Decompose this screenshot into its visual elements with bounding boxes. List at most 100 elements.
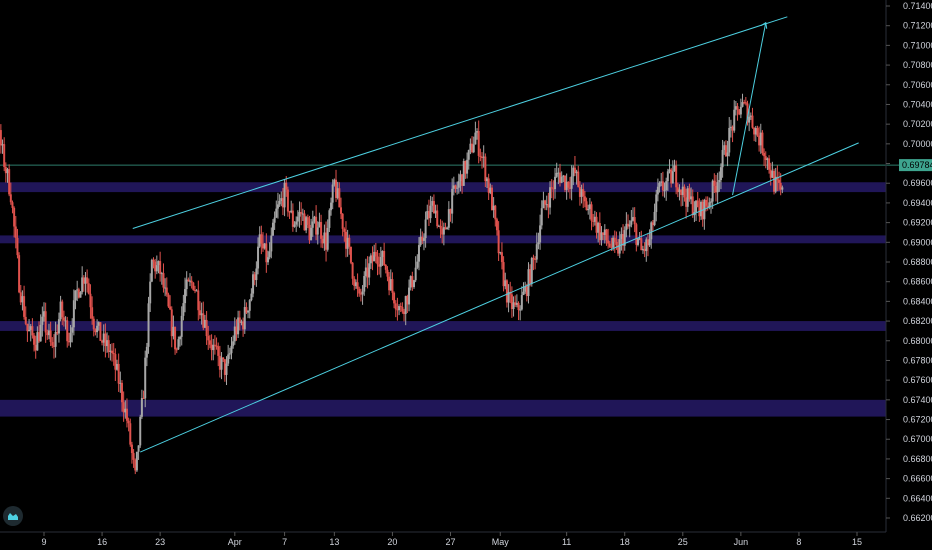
candle-body <box>439 225 442 229</box>
price-tick-label: 0.66200 <box>903 513 932 523</box>
candle-body <box>205 319 208 337</box>
candle-body <box>771 170 774 178</box>
candle-body <box>331 184 334 203</box>
candle-body <box>106 340 109 347</box>
candle-body <box>207 336 210 341</box>
candle-body <box>74 290 77 301</box>
candle-body <box>94 329 97 333</box>
candle-body <box>585 201 588 211</box>
time-tick-label: Apr <box>228 537 242 547</box>
candle-body <box>67 341 70 343</box>
candle-body <box>718 180 721 183</box>
candle-body <box>391 279 394 293</box>
candle-body <box>351 262 354 279</box>
candle-body <box>92 318 95 330</box>
time-tick-label: 16 <box>97 537 107 547</box>
candle-body <box>504 280 507 287</box>
candle-body <box>746 103 749 123</box>
candle-body <box>298 212 301 217</box>
candle-body <box>378 264 381 267</box>
projection-line[interactable] <box>732 22 767 196</box>
candle-body <box>79 292 82 298</box>
candle-body <box>544 200 547 205</box>
candle-body <box>170 309 173 337</box>
candle-body <box>673 165 676 172</box>
candle-body <box>119 382 122 384</box>
candle-body <box>444 227 447 230</box>
candle-body <box>364 267 367 277</box>
candle-body <box>490 187 493 211</box>
candle-body <box>635 224 638 245</box>
candle-body <box>778 179 781 183</box>
candle-body <box>29 326 32 330</box>
candle-body <box>524 286 527 292</box>
candle-body <box>532 258 535 260</box>
channel-lower-line[interactable] <box>140 142 859 453</box>
candle-body <box>761 132 764 154</box>
time-tick-label: 13 <box>329 537 339 547</box>
candle-body <box>741 102 744 107</box>
time-tick-label: 11 <box>562 537 571 547</box>
candle-body <box>44 311 47 333</box>
candle-body <box>242 321 245 330</box>
candle-body <box>608 243 611 247</box>
candle-body <box>162 273 165 288</box>
candle-body <box>373 251 376 262</box>
candle-body <box>66 320 69 342</box>
candle-body <box>768 158 771 170</box>
candle-body <box>320 222 323 239</box>
candle-body <box>104 333 107 347</box>
candle-body <box>417 245 420 262</box>
candle-body <box>61 301 64 318</box>
time-tick-label: 15 <box>852 537 862 547</box>
candle-body <box>371 255 374 262</box>
candle-body <box>167 294 170 307</box>
candle-body <box>620 234 623 240</box>
candle-body <box>122 402 125 413</box>
candle-body <box>457 181 460 188</box>
candle-body <box>711 180 714 202</box>
candle-body <box>270 235 273 252</box>
candle-body <box>429 205 432 219</box>
time-tick-label: 25 <box>678 537 688 547</box>
candle-body <box>714 185 717 193</box>
candle-body <box>291 210 294 227</box>
candle-body <box>18 255 21 293</box>
candle-body <box>318 222 321 228</box>
tradingview-logo-icon[interactable] <box>3 506 23 526</box>
candle-body <box>6 169 9 174</box>
candle-body <box>356 282 359 289</box>
candle-body <box>487 178 490 193</box>
candle-body <box>560 176 563 183</box>
candle-body <box>147 303 150 347</box>
candle-body <box>8 169 11 195</box>
current-price-tag: 0.69784 <box>899 159 932 172</box>
candle-body <box>197 290 200 311</box>
candle-body <box>72 300 75 328</box>
candle-body <box>381 250 384 258</box>
time-axis[interactable]: 9 16 23 Apr 7 13 20 27 May 11 18 25 Jun 8 15 <box>41 532 862 547</box>
candle-body <box>452 185 455 189</box>
candle-body <box>628 224 631 227</box>
candle-body <box>471 143 474 153</box>
candle-body <box>296 216 299 222</box>
candle-body <box>77 289 80 298</box>
candle-body <box>479 155 482 158</box>
candle-body <box>671 171 674 184</box>
candle-body <box>43 311 45 317</box>
candle-body <box>514 302 517 305</box>
candle-body <box>447 209 450 228</box>
candle-body <box>374 251 377 257</box>
candle-body <box>276 204 279 209</box>
channel-upper-line[interactable] <box>132 16 788 229</box>
trend-lines[interactable] <box>132 16 859 453</box>
candle-body <box>461 174 464 186</box>
candle-body <box>217 346 220 356</box>
candle-body <box>285 182 288 190</box>
candle-body <box>135 451 138 471</box>
